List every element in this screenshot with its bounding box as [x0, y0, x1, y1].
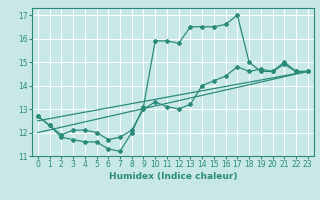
X-axis label: Humidex (Indice chaleur): Humidex (Indice chaleur)	[108, 172, 237, 181]
